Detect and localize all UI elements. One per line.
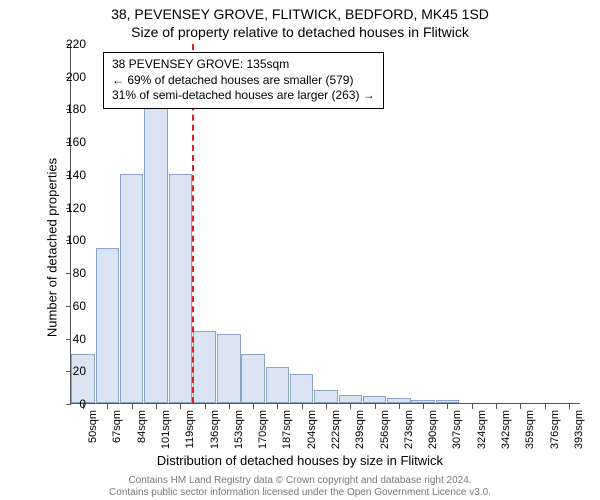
histogram-bar (217, 334, 240, 403)
x-tick-mark (350, 404, 351, 409)
x-tick-label: 101sqm (160, 410, 172, 449)
x-tick-mark (326, 404, 327, 409)
x-tick-mark (375, 404, 376, 409)
x-tick-label: 50sqm (87, 410, 99, 443)
annotation-line: ← 69% of detached houses are smaller (57… (112, 73, 375, 89)
histogram-bar (387, 398, 410, 403)
x-tick-mark (302, 404, 303, 409)
x-tick-label: 67sqm (111, 410, 123, 443)
title-sub: Size of property relative to detached ho… (0, 24, 600, 40)
y-tick-label: 180 (46, 102, 86, 116)
x-tick-label: 393sqm (573, 410, 585, 449)
x-tick-mark (423, 404, 424, 409)
x-tick-label: 376sqm (549, 410, 561, 449)
annotation-line: 38 PEVENSEY GROVE: 135sqm (112, 57, 375, 73)
x-tick-mark (569, 404, 570, 409)
x-tick-label: 170sqm (257, 410, 269, 449)
y-tick-label: 100 (46, 233, 86, 247)
histogram-bar (436, 400, 459, 403)
x-tick-label: 307sqm (451, 410, 463, 449)
x-tick-mark (545, 404, 546, 409)
annotation-box: 38 PEVENSEY GROVE: 135sqm← 69% of detach… (103, 52, 384, 109)
x-tick-label: 290sqm (427, 410, 439, 449)
y-tick-label: 160 (46, 135, 86, 149)
x-tick-label: 342sqm (500, 410, 512, 449)
histogram-bar (71, 354, 94, 403)
x-tick-mark (180, 404, 181, 409)
histogram-bar (120, 174, 143, 403)
x-axis-label: Distribution of detached houses by size … (0, 453, 600, 468)
histogram-bar (339, 395, 362, 403)
x-tick-mark (156, 404, 157, 409)
x-tick-label: 187sqm (281, 410, 293, 449)
x-tick-label: 222sqm (330, 410, 342, 449)
y-tick-label: 80 (46, 266, 86, 280)
footer-copyright-2: Contains public sector information licen… (0, 487, 600, 498)
title-main: 38, PEVENSEY GROVE, FLITWICK, BEDFORD, M… (0, 6, 600, 22)
histogram-bar (169, 174, 192, 403)
y-tick-label: 60 (46, 299, 86, 313)
y-tick-label: 140 (46, 168, 86, 182)
x-tick-mark (472, 404, 473, 409)
x-tick-label: 153sqm (233, 410, 245, 449)
x-tick-label: 204sqm (306, 410, 318, 449)
histogram-bar (363, 396, 386, 403)
x-tick-mark (132, 404, 133, 409)
x-tick-label: 239sqm (354, 410, 366, 449)
x-tick-label: 84sqm (136, 410, 148, 443)
y-tick-label: 120 (46, 201, 86, 215)
histogram-bar (96, 248, 119, 403)
x-tick-label: 273sqm (403, 410, 415, 449)
histogram-bar (314, 390, 337, 403)
x-tick-mark (447, 404, 448, 409)
x-tick-label: 359sqm (524, 410, 536, 449)
x-tick-mark (277, 404, 278, 409)
chart-plot-area: 38 PEVENSEY GROVE: 135sqm← 69% of detach… (70, 44, 580, 404)
histogram-bar (241, 354, 264, 403)
annotation-line: 31% of semi-detached houses are larger (… (112, 88, 375, 104)
histogram-bar (290, 374, 313, 403)
x-tick-mark (107, 404, 108, 409)
x-tick-mark (205, 404, 206, 409)
y-tick-label: 40 (46, 332, 86, 346)
x-tick-mark (496, 404, 497, 409)
x-tick-mark (229, 404, 230, 409)
x-tick-label: 324sqm (476, 410, 488, 449)
histogram-bar (411, 400, 434, 403)
y-tick-label: 20 (46, 364, 86, 378)
y-tick-label: 0 (46, 397, 86, 411)
x-tick-mark (399, 404, 400, 409)
x-tick-mark (520, 404, 521, 409)
x-tick-mark (253, 404, 254, 409)
histogram-bar (266, 367, 289, 403)
x-tick-label: 136sqm (209, 410, 221, 449)
y-tick-label: 220 (46, 37, 86, 51)
y-tick-label: 200 (46, 70, 86, 84)
footer-copyright-1: Contains HM Land Registry data © Crown c… (0, 475, 600, 486)
x-tick-label: 119sqm (184, 410, 196, 448)
x-tick-label: 256sqm (379, 410, 391, 449)
histogram-bar (144, 105, 167, 403)
